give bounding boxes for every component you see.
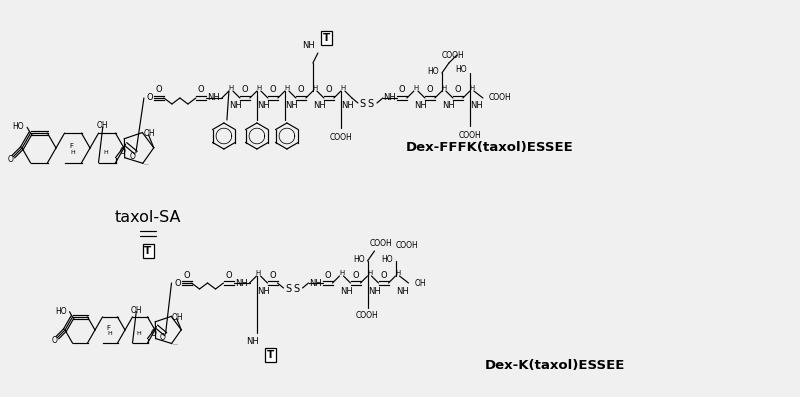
Text: NH: NH (230, 102, 242, 110)
Text: HO: HO (55, 307, 66, 316)
Text: OH: OH (144, 129, 155, 138)
Text: taxol-SA: taxol-SA (114, 210, 182, 225)
Text: NH: NH (286, 102, 298, 110)
Text: Dex-FFFK(taxol)ESSEE: Dex-FFFK(taxol)ESSEE (406, 141, 574, 154)
Text: H: H (256, 270, 261, 276)
Text: OH: OH (97, 121, 109, 130)
Text: NH: NH (470, 102, 483, 110)
Text: H: H (284, 85, 290, 91)
Text: O: O (242, 85, 248, 94)
Text: OH: OH (172, 313, 183, 322)
Text: T: T (323, 33, 330, 43)
Text: COOH: COOH (458, 131, 482, 141)
Text: NH: NH (414, 102, 427, 110)
Text: O: O (324, 270, 331, 279)
Text: O: O (398, 85, 406, 94)
Text: H: H (136, 331, 141, 336)
Text: NH: NH (383, 94, 396, 102)
Text: O: O (155, 85, 162, 94)
Text: O: O (119, 147, 126, 156)
Text: NH: NH (257, 287, 270, 297)
Text: F: F (106, 326, 110, 331)
Text: HO: HO (353, 254, 365, 264)
Text: OH: OH (414, 279, 426, 287)
Text: HO: HO (12, 122, 24, 131)
Text: NH: NH (368, 287, 381, 297)
Text: S: S (360, 99, 366, 109)
Text: OH: OH (130, 306, 142, 315)
Text: O: O (426, 85, 434, 94)
Text: O: O (380, 270, 387, 279)
Text: NH: NH (314, 102, 326, 110)
Text: H: H (340, 85, 346, 91)
Text: H: H (228, 85, 234, 91)
Text: H: H (470, 85, 474, 91)
Text: H: H (103, 150, 108, 155)
Text: NH: NH (258, 102, 270, 110)
Text: O: O (225, 270, 232, 279)
Text: S: S (294, 284, 299, 294)
Text: NH: NH (302, 42, 315, 50)
Text: NH: NH (340, 287, 353, 297)
Text: H: H (256, 85, 262, 91)
Text: COOH: COOH (395, 241, 418, 249)
Text: O: O (150, 329, 157, 338)
Text: F: F (70, 143, 74, 149)
Text: O: O (352, 270, 359, 279)
Text: ...: ... (144, 161, 150, 166)
Text: NH: NH (246, 337, 259, 345)
Text: O: O (51, 336, 58, 345)
Text: COOH: COOH (356, 312, 379, 320)
Text: O: O (7, 155, 14, 164)
Text: NH: NH (442, 102, 455, 110)
Text: COOH: COOH (369, 239, 392, 247)
Text: S: S (286, 284, 291, 294)
Text: COOH: COOH (330, 133, 352, 143)
Text: HO: HO (427, 67, 439, 75)
Text: H: H (367, 270, 372, 276)
Text: NH: NH (235, 279, 248, 287)
Text: HO: HO (455, 66, 467, 75)
Text: T: T (144, 246, 152, 256)
Text: Dex-K(taxol)ESSEE: Dex-K(taxol)ESSEE (485, 358, 625, 372)
Text: H: H (108, 331, 112, 336)
Text: H: H (339, 270, 344, 276)
Text: H: H (414, 85, 418, 91)
Text: O: O (174, 279, 181, 287)
Text: H: H (442, 85, 446, 91)
Text: O: O (130, 152, 135, 161)
Text: S: S (368, 99, 374, 109)
Text: ...: ... (173, 341, 178, 346)
Text: O: O (270, 85, 276, 94)
Text: O: O (198, 85, 204, 94)
Text: COOH: COOH (489, 94, 512, 102)
Text: NH: NH (309, 279, 322, 287)
Text: O: O (298, 85, 304, 94)
Text: O: O (326, 85, 332, 94)
Text: COOH: COOH (442, 50, 464, 60)
Text: O: O (146, 94, 154, 102)
Text: O: O (454, 85, 462, 94)
Text: H: H (395, 270, 400, 276)
Text: H: H (70, 150, 75, 155)
Text: NH: NH (207, 94, 220, 102)
Text: NH: NH (342, 102, 354, 110)
Text: T: T (267, 350, 274, 360)
Text: O: O (183, 270, 190, 279)
Text: HO: HO (381, 254, 393, 264)
Text: H: H (312, 85, 318, 91)
Text: NH: NH (396, 287, 409, 297)
Text: O: O (159, 333, 166, 342)
Text: O: O (269, 270, 276, 279)
